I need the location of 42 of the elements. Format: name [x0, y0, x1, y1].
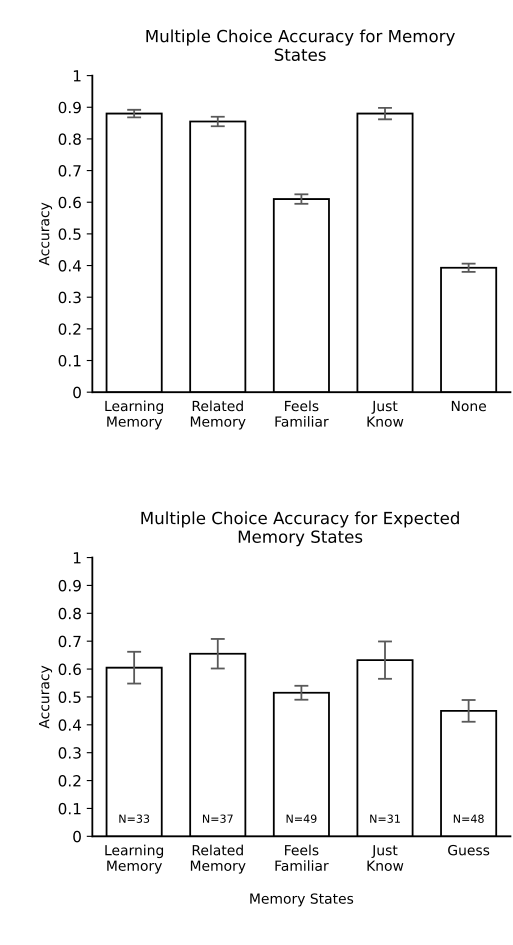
y-tick-label: 0.7 — [58, 165, 81, 177]
x-tick-label: Related Memory — [190, 400, 246, 430]
y-tick-label: 0.5 — [58, 691, 81, 703]
y-tick-label: 1 — [74, 552, 81, 564]
x-tick-label: Just Know — [367, 845, 404, 871]
chart-title: Multiple Choice Accuracy for Memory States — [146, 29, 455, 62]
y-tick-label: 0.1 — [58, 802, 81, 814]
x-tick-label: None — [452, 400, 486, 412]
x-tick-label: Feels Familiar — [275, 400, 329, 427]
annotation: N=48 — [454, 814, 484, 823]
x-tick-label: Learning Memory — [105, 844, 164, 874]
y-tick-label: 1 — [74, 70, 81, 82]
x-tick-label: Feels Familiar — [275, 844, 329, 871]
y-tick-label: 0.6 — [58, 664, 81, 676]
y-tick-label: 0 — [73, 386, 81, 398]
x-tick-label: Just Know — [367, 400, 404, 427]
annotation: N=49 — [286, 814, 316, 823]
x-axis-title: Memory States — [250, 893, 354, 907]
y-tick-label: 0.5 — [58, 228, 81, 240]
y-tick-label: 0.1 — [58, 354, 81, 367]
y-tick-label: 0 — [73, 830, 81, 842]
x-tick-label: Learning Memory — [105, 400, 164, 430]
y-tick-label: 0.4 — [58, 719, 82, 731]
y-tick-label: 0.8 — [58, 133, 81, 145]
y-tick-label: 0.4 — [58, 260, 82, 272]
y-tick-label: 0.3 — [58, 292, 81, 304]
y-tick-label: 0.9 — [58, 102, 81, 114]
annotation: N=37 — [202, 814, 233, 823]
chart-title: Multiple Choice Accuracy for Expected Memory States — [141, 511, 459, 546]
y-tick-label: 0.9 — [58, 580, 81, 592]
x-tick-label: Related Memory — [190, 844, 246, 874]
y-tick-label: 0.7 — [58, 636, 81, 648]
annotation: N=31 — [370, 814, 400, 823]
x-tick-label: Guess — [448, 844, 490, 856]
y-tick-label: 0.6 — [58, 196, 81, 208]
annotation: N=33 — [119, 814, 150, 823]
y-tick-label: 0.2 — [58, 775, 80, 787]
y-axis-title: Accuracy — [39, 202, 52, 266]
y-tick-label: 0.8 — [58, 608, 81, 620]
y-tick-label: 0.3 — [58, 747, 81, 759]
y-axis-title: Accuracy — [39, 666, 52, 729]
y-tick-label: 0.2 — [58, 323, 80, 335]
